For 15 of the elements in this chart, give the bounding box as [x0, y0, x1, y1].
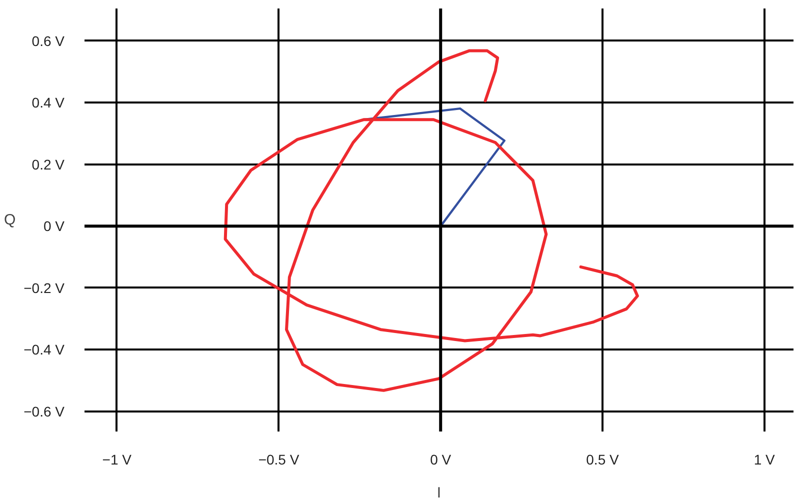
- y-tick-label: 0.6 V: [32, 32, 66, 49]
- line-series: [224, 49, 639, 392]
- y-tick-label: 0.4 V: [32, 94, 66, 111]
- x-tick-label: −1 V: [102, 452, 132, 468]
- y-tick-label: 0.2 V: [32, 156, 66, 172]
- x-tick-label: 0.5 V: [586, 452, 620, 468]
- y-tick-label: −0.6 V: [24, 403, 66, 420]
- y-tick-label: −0.4 V: [24, 342, 66, 358]
- x-axis-title: I: [436, 484, 442, 502]
- y-tick-label: −0.2 V: [24, 280, 66, 296]
- y-axis-title: Q: [4, 212, 16, 228]
- x-tick-label: 1 V: [754, 452, 776, 468]
- x-tick-label: −0.5 V: [258, 452, 300, 468]
- y-tick-label: 0 V: [43, 218, 66, 234]
- x-tick-label: 0 V: [430, 452, 452, 468]
